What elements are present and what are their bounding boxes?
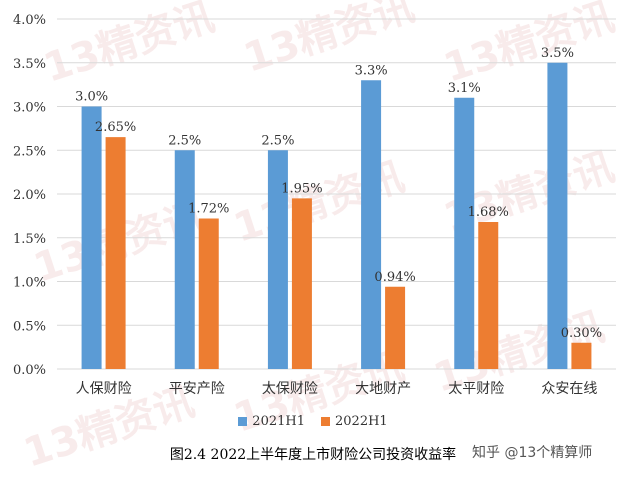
bar [198, 218, 219, 369]
legend-swatch-2021h1 [238, 417, 248, 426]
source-credit: 知乎 @13个精算师 [472, 445, 593, 461]
y-tick-label: 0.0% [13, 363, 46, 378]
data-label: 1.95% [281, 181, 322, 196]
figure-caption: 图2.4 2022上半年度上市财险公司投资收益率 [169, 447, 457, 463]
data-label: 1.68% [468, 205, 509, 220]
data-label: 2.5% [168, 133, 201, 148]
bar [267, 150, 288, 369]
legend-label-2022h1: 2022H1 [335, 414, 388, 429]
y-tick-label: 3.0% [13, 101, 46, 116]
x-tick-label: 太平财险 [448, 381, 504, 397]
legend-item-2021h1: 2021H1 [238, 414, 305, 429]
data-label: 2.65% [95, 120, 136, 135]
data-label: 1.72% [188, 202, 229, 217]
x-tick-label: 众安在线 [541, 381, 597, 397]
bar [454, 97, 475, 369]
bar [547, 62, 568, 369]
y-tick-label: 4.0% [13, 13, 46, 28]
data-label: 3.0% [75, 90, 108, 105]
legend-label-2021h1: 2021H1 [252, 414, 305, 429]
bar [105, 137, 126, 369]
x-tick-label: 大地财产 [355, 381, 411, 397]
x-tick-label: 人保财险 [76, 381, 132, 397]
y-tick-label: 3.5% [13, 57, 46, 72]
y-tick-label: 2.5% [13, 144, 46, 159]
legend-item-2022h1: 2022H1 [321, 414, 388, 429]
data-label: 2.5% [261, 133, 294, 148]
y-tick-label: 0.5% [13, 319, 46, 334]
y-tick-label: 2.0% [13, 188, 46, 203]
data-label: 3.1% [448, 81, 481, 96]
bar [361, 80, 382, 369]
bar [385, 286, 406, 369]
x-tick-label: 太保财险 [262, 381, 318, 397]
legend: 2021H1 2022H1 [0, 414, 626, 429]
bar [81, 106, 102, 369]
data-label: 0.94% [374, 270, 415, 285]
bar [291, 198, 312, 369]
bar [174, 150, 195, 369]
y-tick-label: 1.5% [13, 232, 46, 247]
bar [571, 342, 592, 369]
data-label: 3.3% [355, 63, 388, 78]
bar [478, 222, 499, 369]
x-tick-label: 平安产险 [169, 381, 225, 397]
data-label: 0.30% [561, 326, 602, 341]
data-label: 3.5% [541, 46, 574, 61]
y-tick-label: 1.0% [13, 276, 46, 291]
legend-swatch-2022h1 [321, 417, 330, 426]
